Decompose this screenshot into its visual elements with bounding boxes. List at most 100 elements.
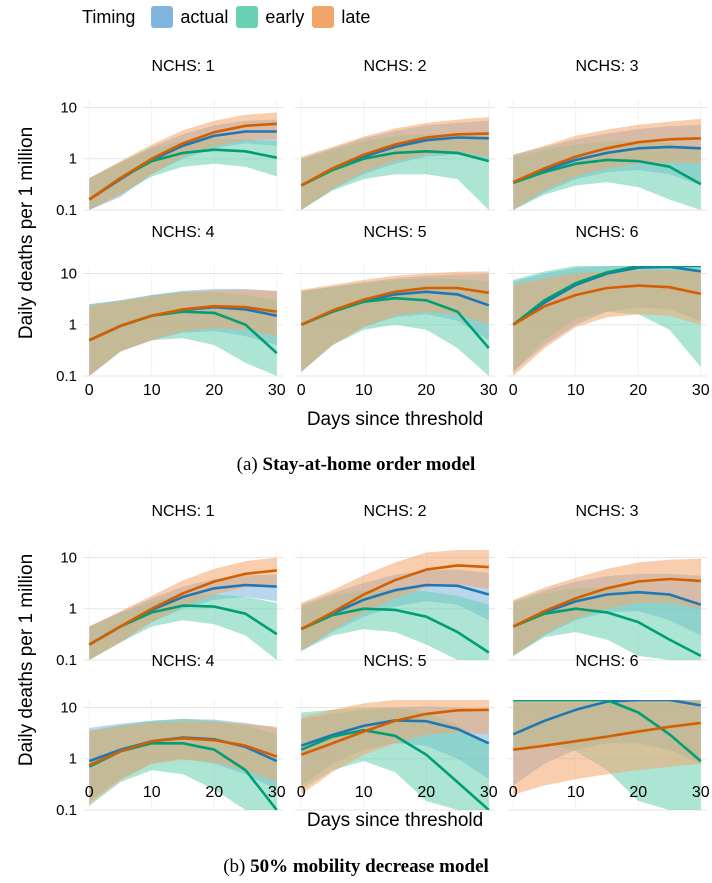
- x-tick-label: 0: [85, 382, 94, 399]
- ribbon-late: [89, 112, 277, 210]
- y-tick-label: 0.1: [56, 368, 77, 385]
- series-line-early: [300, 728, 490, 810]
- x-axis-label: Days since threshold: [307, 810, 483, 831]
- ribbon-late: [513, 558, 701, 656]
- caption-a-title: Stay-at-home order model: [262, 454, 476, 475]
- series-line-late: [512, 284, 702, 326]
- x-tick-label: 0: [297, 784, 306, 801]
- series-line-late: [88, 737, 278, 767]
- ribbon-late: [301, 700, 489, 795]
- y-tick-label: 0.1: [56, 652, 77, 669]
- x-tick-label: 30: [268, 784, 286, 801]
- x-tick-label: 10: [143, 784, 161, 801]
- x-tick-label: 0: [85, 784, 94, 801]
- panel-title-2-4: NCHS: 4: [151, 653, 214, 670]
- y-axis-label: Daily deaths per 1 million: [16, 127, 37, 339]
- panel-title-2-6: NCHS: 6: [575, 653, 638, 670]
- x-tick-label: 0: [509, 784, 518, 801]
- series-line-early: [300, 607, 490, 654]
- y-tick-label: 10: [60, 699, 77, 716]
- ribbon-late: [89, 557, 277, 660]
- x-tick-label: 10: [355, 382, 373, 399]
- panel-plot-area: [88, 288, 278, 376]
- ribbon-late: [301, 117, 489, 210]
- panel-plot-area: [88, 557, 278, 660]
- series-line-late: [300, 286, 489, 326]
- series-line-early: [512, 607, 702, 658]
- panel-title-2-3: NCHS: 3: [575, 503, 638, 520]
- y-tick-label: 1: [69, 751, 77, 768]
- series-line-actual: [512, 145, 701, 185]
- x-tick-label: 10: [567, 784, 585, 801]
- series-line-late: [88, 569, 277, 646]
- panel-title-1-3: NCHS: 3: [575, 58, 638, 75]
- legend-swatch-late: [312, 6, 335, 28]
- y-tick-label: 1: [69, 151, 77, 168]
- ribbon-late: [301, 271, 489, 372]
- x-axis-label: Days since threshold: [307, 409, 483, 430]
- series-line-late: [300, 132, 489, 187]
- panel-title-1-5: NCHS: 5: [363, 224, 426, 241]
- panel-plot-area: [512, 118, 702, 210]
- legend-label-actual: actual: [180, 6, 229, 27]
- series-line-late: [88, 122, 277, 201]
- x-tick-label: 10: [567, 382, 585, 399]
- series-line-late: [300, 708, 489, 756]
- panel-plot-area: [88, 718, 278, 810]
- y-tick-label: 10: [60, 549, 77, 566]
- panel-title-1-1: NCHS: 1: [151, 58, 214, 75]
- panel-plot-area: [300, 117, 490, 210]
- ribbon-late: [513, 270, 701, 376]
- series-line-late: [512, 137, 701, 184]
- y-axis-label: Daily deaths per 1 million: [16, 554, 37, 766]
- ribbon-late: [301, 550, 489, 651]
- x-tick-label: 30: [268, 382, 286, 399]
- legend: Timing actual early late: [82, 4, 370, 30]
- panel-title-2-2: NCHS: 2: [363, 503, 426, 520]
- series-line-late: [512, 577, 701, 628]
- x-tick-label: 10: [143, 382, 161, 399]
- y-tick-label: 0.1: [56, 802, 77, 819]
- legend-label-early: early: [265, 6, 305, 27]
- series-line-late: [88, 304, 277, 342]
- x-tick-label: 20: [629, 784, 647, 801]
- y-tick-label: 1: [69, 317, 77, 334]
- caption-b-title: 50% mobility decrease model: [250, 856, 489, 877]
- legend-swatch-actual: [151, 6, 174, 28]
- x-tick-label: 30: [480, 784, 498, 801]
- panel-plot-area: [300, 700, 490, 810]
- caption-b: (b) 50% mobility decrease model: [0, 856, 712, 878]
- x-tick-label: 30: [480, 382, 498, 399]
- panel-plot-area: [512, 700, 702, 810]
- panel-title-1-6: NCHS: 6: [575, 224, 638, 241]
- panel-plot-area: [300, 550, 490, 660]
- x-tick-label: 20: [205, 382, 223, 399]
- series-line-early: [513, 700, 702, 763]
- x-tick-label: 30: [692, 784, 710, 801]
- legend-label-late: late: [341, 6, 371, 27]
- y-tick-label: 0.1: [56, 202, 77, 219]
- legend-title: Timing: [82, 6, 136, 27]
- panel-title-1-4: NCHS: 4: [151, 224, 214, 241]
- series-line-late: [513, 721, 701, 751]
- panel-title-2-1: NCHS: 1: [151, 503, 214, 520]
- panel-plot-area: [88, 112, 278, 210]
- y-tick-label: 10: [60, 265, 77, 282]
- x-tick-label: 20: [205, 784, 223, 801]
- panel-plot-area: [300, 271, 490, 376]
- x-tick-label: 10: [355, 784, 373, 801]
- series-line-actual: [512, 700, 702, 736]
- panel-plot-area: [512, 266, 702, 376]
- x-tick-label: 20: [417, 784, 435, 801]
- series-line-early: [300, 150, 490, 187]
- panel-title-1-2: NCHS: 2: [363, 58, 426, 75]
- series-line-early: [512, 158, 702, 186]
- x-tick-label: 0: [297, 382, 306, 399]
- x-tick-label: 0: [509, 382, 518, 399]
- legend-swatch-early: [236, 6, 259, 28]
- caption-a: (a) Stay-at-home order model: [0, 454, 712, 476]
- x-tick-label: 20: [417, 382, 435, 399]
- x-tick-label: 20: [629, 382, 647, 399]
- ribbon-late: [89, 289, 277, 376]
